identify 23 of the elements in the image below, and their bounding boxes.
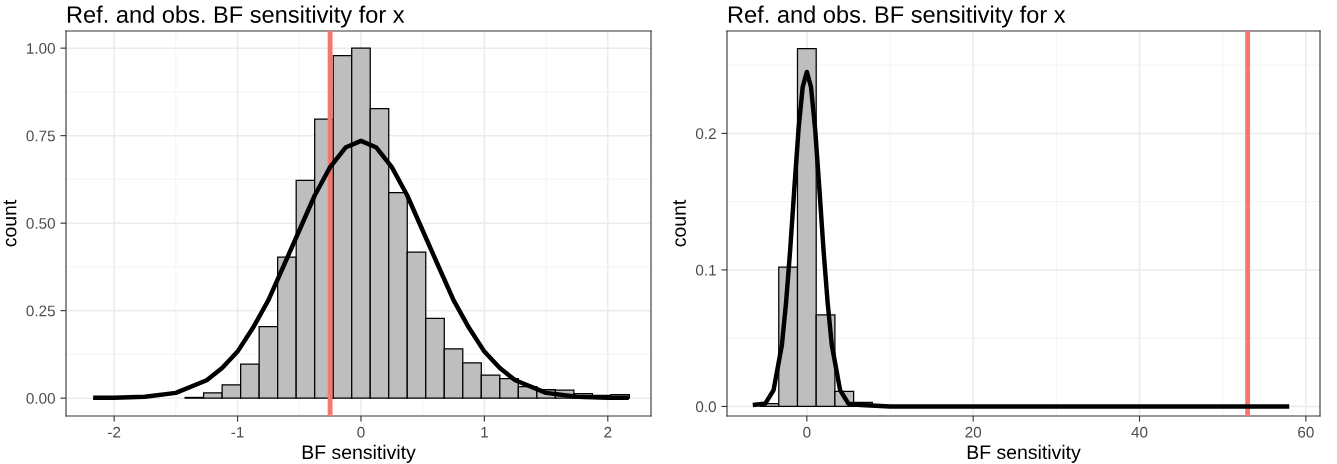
x-tick-label: 0 <box>357 426 365 438</box>
y-tick-label: 0.0 <box>695 401 716 413</box>
y-tick-label: 0.25 <box>26 305 55 317</box>
y-axis-title: count <box>673 199 686 247</box>
x-tick-label: 40 <box>1131 426 1148 438</box>
x-axis-title: BF sensitivity <box>302 444 416 463</box>
x-tick-label: 20 <box>965 426 982 438</box>
y-axis-title: count <box>3 199 17 247</box>
chart-title: Ref. and obs. BF sensitivity for x <box>67 5 405 28</box>
x-tick-label: 1 <box>481 426 488 438</box>
x-tick-label: 0 <box>803 426 811 438</box>
x-tick-label: -2 <box>108 426 121 438</box>
x-tick-label: 2 <box>604 426 612 438</box>
x-axis-title: BF sensitivity <box>967 444 1081 463</box>
y-tick-label: 1.00 <box>27 43 55 54</box>
x-tick-label: 60 <box>1298 426 1314 438</box>
y-tick-label: 0.75 <box>26 130 55 142</box>
y-tick-label: 0.50 <box>26 218 55 229</box>
x-tick-label: -1 <box>231 426 244 438</box>
y-tick-label: 0.00 <box>26 393 55 404</box>
y-tick-label: 0.1 <box>695 264 716 276</box>
chart-title: Ref. and obs. BF sensitivity for x <box>728 5 1066 28</box>
y-tick-label: 0.2 <box>695 128 716 140</box>
